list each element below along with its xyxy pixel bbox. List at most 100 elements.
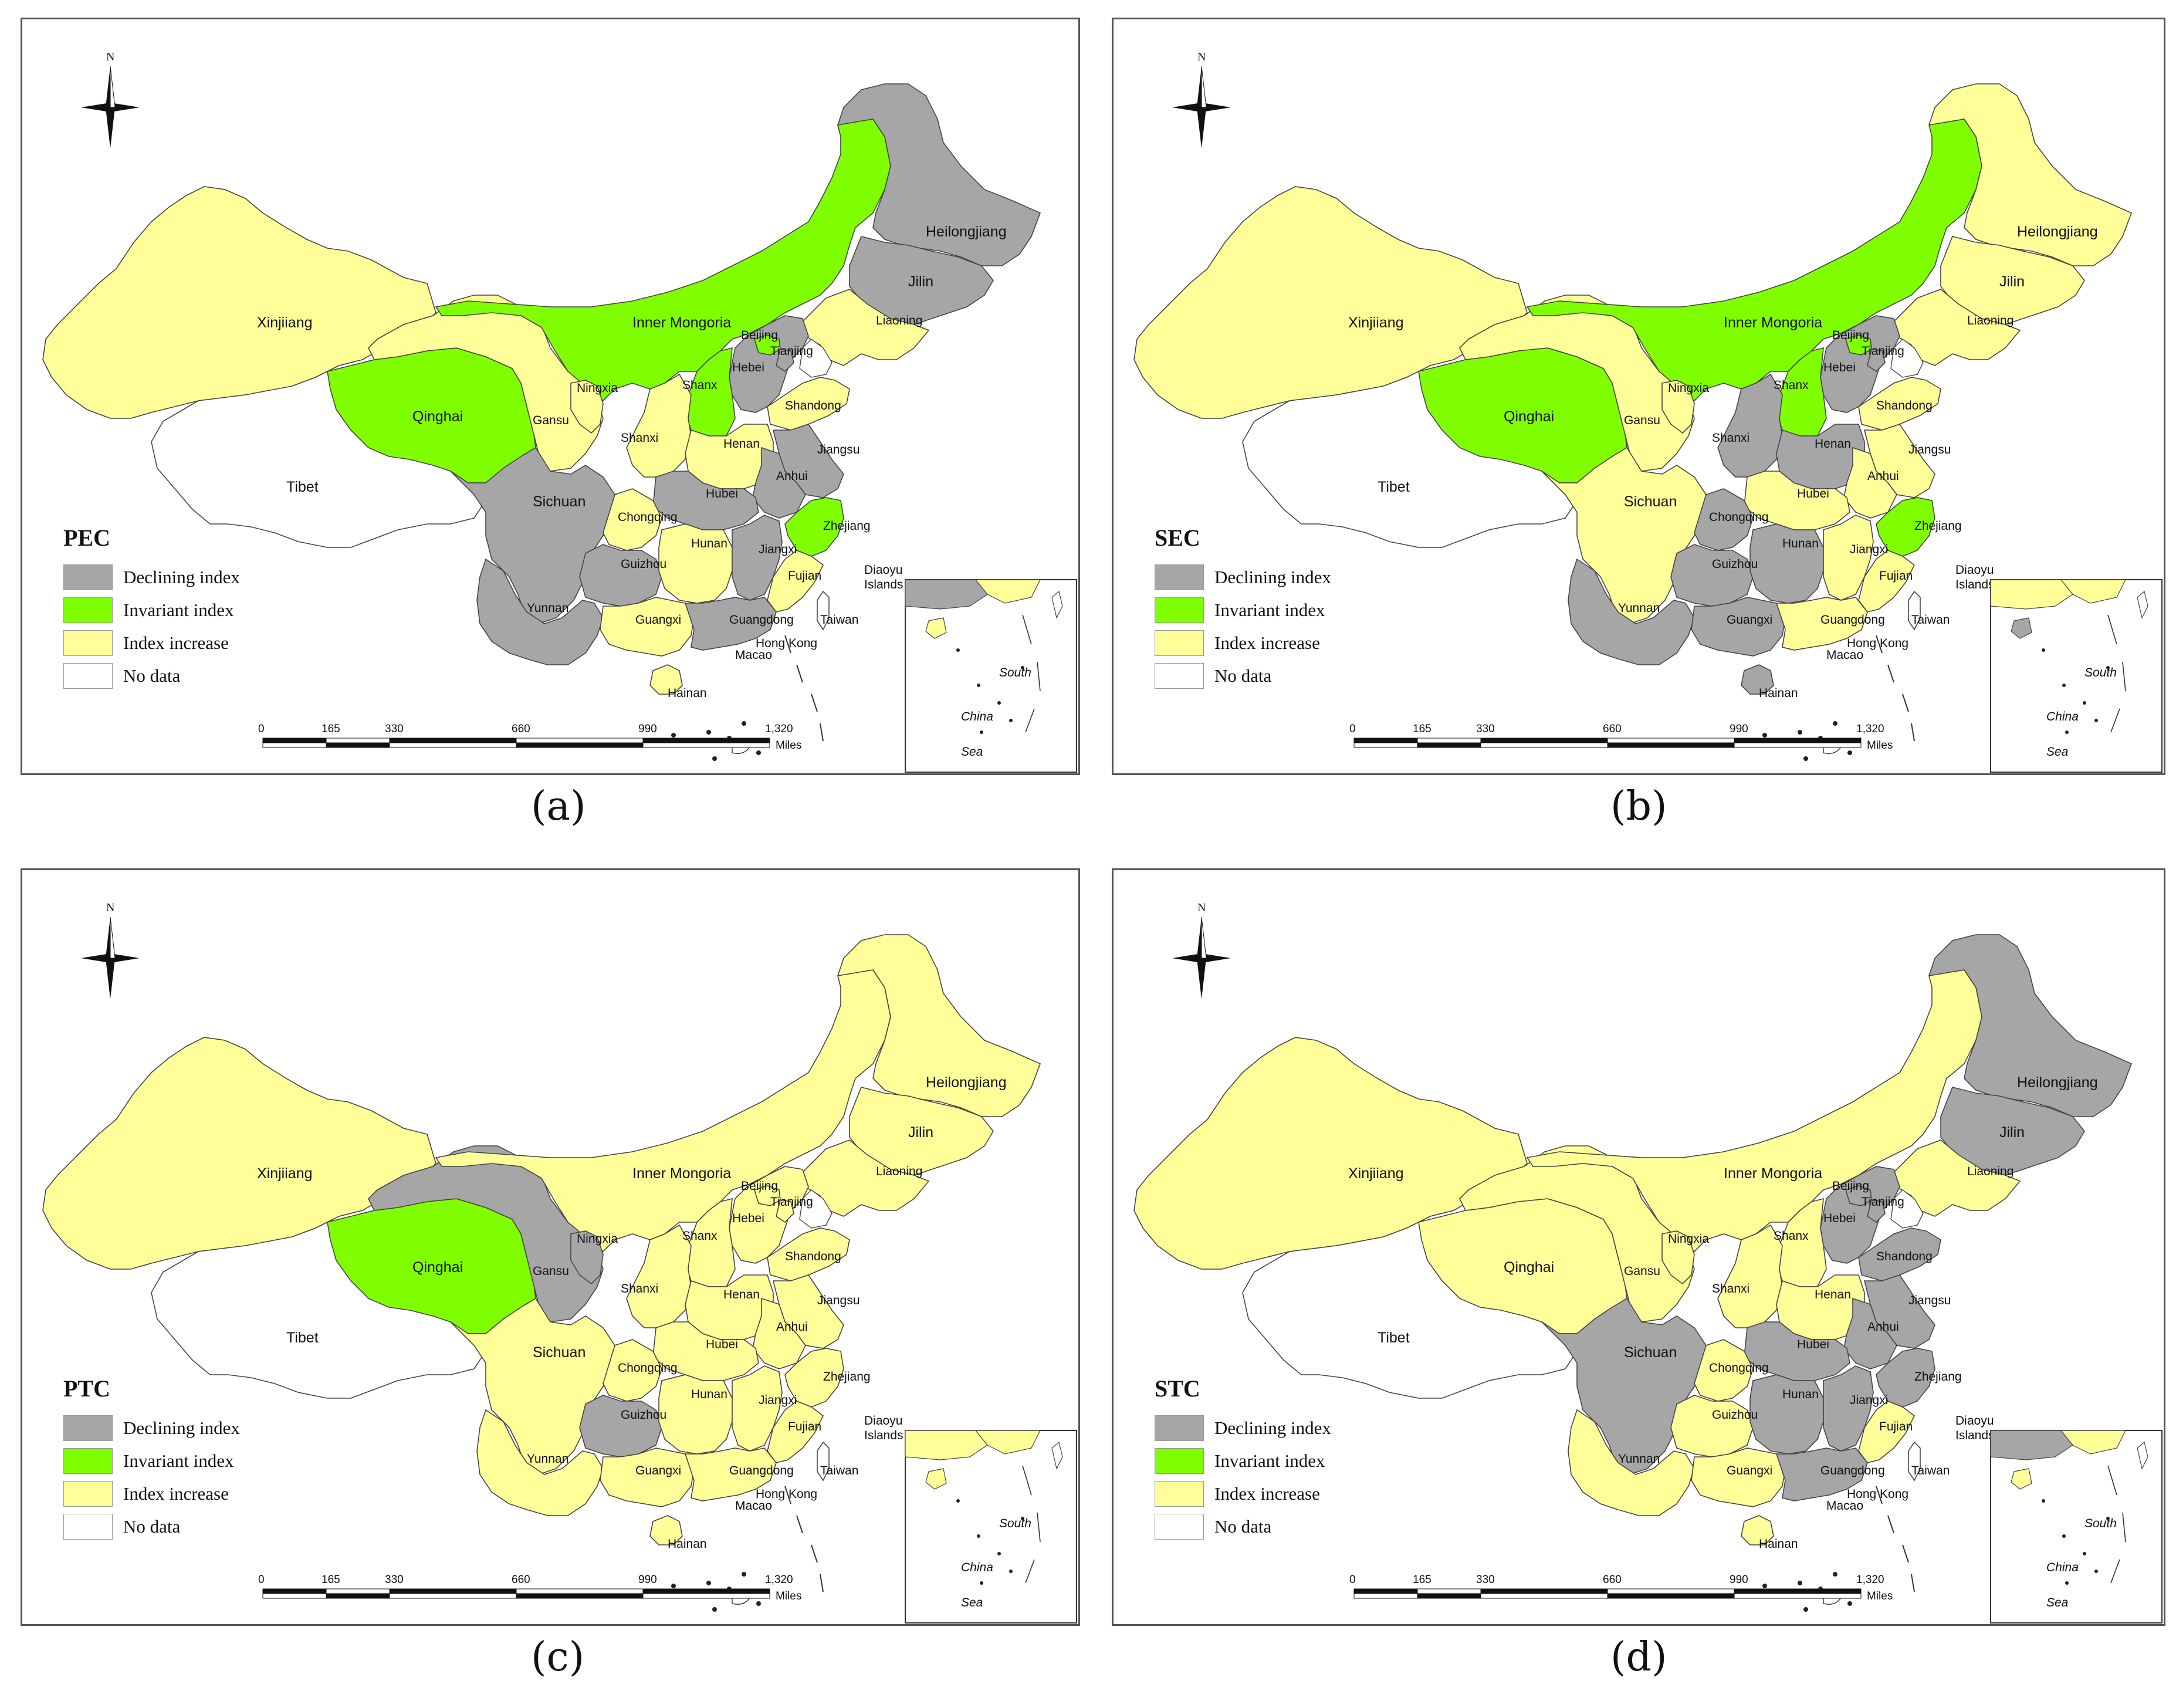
label-gansu: Gansu xyxy=(533,1264,569,1278)
province-ningxia xyxy=(570,380,604,434)
province-hainan xyxy=(1741,664,1774,695)
province-guizhou xyxy=(1670,1395,1754,1457)
island-dot xyxy=(1762,733,1767,738)
label-diaoyu2: Islands xyxy=(864,1429,903,1442)
legend-item-invariant: Invariant index xyxy=(1155,594,1331,627)
label-beijing: Beijing xyxy=(1832,1179,1869,1193)
province-tianjing xyxy=(1867,1199,1886,1223)
province-tianjing xyxy=(1867,349,1886,373)
label-taiwan: Taiwan xyxy=(1911,1464,1950,1477)
island-dot xyxy=(706,1581,711,1585)
label-shandong: Shandong xyxy=(1876,399,1933,412)
label-hebei: Hebei xyxy=(1823,1212,1856,1225)
legend: STC Declining index Invariant index Index i… xyxy=(1155,1375,1331,1543)
island-dot xyxy=(671,1584,676,1588)
label-zhejiang: Zhejiang xyxy=(823,1370,871,1384)
scale-tick: 330 xyxy=(385,723,404,735)
legend-item-increase: Index increase xyxy=(1155,1477,1331,1510)
label-xinjiang: Xinjiiang xyxy=(257,314,313,331)
province-zhejiang xyxy=(1876,497,1935,557)
legend-label: No data xyxy=(123,665,181,686)
province-chongqing xyxy=(603,1339,662,1402)
north-arrow-icon xyxy=(1172,66,1231,148)
province-anhui xyxy=(1843,1297,1897,1369)
province-gansu xyxy=(368,1145,604,1323)
map-svg: Xinjiiang Tibet Qinghai Gansu Inner Mongoria… xyxy=(42,901,1077,1624)
province-hunan xyxy=(658,1374,733,1455)
label-tibet: Tibet xyxy=(286,1330,319,1346)
label-shanxi_w: Shanxi xyxy=(1712,1282,1749,1296)
legend-title: PTC xyxy=(63,1375,110,1402)
scale-unit: Miles xyxy=(776,1590,801,1602)
label-jiangsu: Jiangsu xyxy=(817,443,859,456)
label-beijing: Beijing xyxy=(741,1179,778,1193)
province-xinjiang xyxy=(42,186,436,419)
island-dot xyxy=(712,1607,717,1612)
island-dot xyxy=(742,1572,746,1577)
province-shandong xyxy=(1858,377,1941,431)
inset-sea-label: China xyxy=(2046,710,2079,723)
label-tibet: Tibet xyxy=(286,479,319,495)
label-inner_mongolia: Inner Mongoria xyxy=(632,1165,731,1182)
label-gansu: Gansu xyxy=(1624,414,1660,427)
island-dot xyxy=(756,1601,761,1606)
legend-item-invariant: Invariant index xyxy=(63,594,240,627)
label-diaoyu1: Diaoyu xyxy=(1955,1414,1994,1428)
province-yunnan xyxy=(1568,558,1695,665)
panel-caption: (d) xyxy=(1610,1634,1667,1680)
province-anhui xyxy=(752,1297,806,1369)
label-jiangsu: Jiangsu xyxy=(817,1294,859,1307)
legend-label: Invariant index xyxy=(123,600,234,620)
north-arrow-icon xyxy=(81,66,140,148)
label-liaoning: Liaoning xyxy=(1967,1165,2013,1178)
inset-sea-label: China xyxy=(961,1561,993,1574)
label-shanxi_w: Shanxi xyxy=(621,431,658,445)
province-guangdong xyxy=(684,1447,777,1501)
island-dot xyxy=(1847,1601,1852,1606)
label-guangxi: Guangxi xyxy=(1727,613,1772,627)
legend-label: Declining index xyxy=(1214,567,1331,587)
province-guizhou xyxy=(579,1395,662,1457)
label-anhui: Anhui xyxy=(776,1320,808,1334)
label-shanxi_e: Shanx xyxy=(1774,1229,1809,1243)
province-hainan xyxy=(1741,1515,1774,1545)
scale-unit: Miles xyxy=(1867,739,1893,752)
province-ningxia xyxy=(1661,380,1695,434)
legend-label: No data xyxy=(1214,1516,1272,1537)
legend: PTC Declining index Invariant index Index i… xyxy=(63,1375,240,1543)
province-hunan xyxy=(1749,1374,1824,1455)
island-dot xyxy=(1803,756,1808,761)
province-guangdong xyxy=(1775,597,1868,651)
province-heilongjiang xyxy=(1928,934,2133,1117)
label-henan: Henan xyxy=(723,1288,760,1301)
legend-label: No data xyxy=(123,1516,181,1537)
scale-tick: 990 xyxy=(1730,1574,1748,1586)
label-macao: Macao xyxy=(735,648,772,662)
label-diaoyu1: Diaoyu xyxy=(864,563,902,577)
legend-label: Index increase xyxy=(1214,633,1320,653)
label-chongqing: Chongqing xyxy=(618,510,678,524)
legend-label: No data xyxy=(1214,665,1272,686)
legend-swatch xyxy=(63,1448,113,1474)
label-yunnan: Yunnan xyxy=(527,1452,568,1466)
province-gansu xyxy=(1459,295,1695,472)
label-ningxia: Ningxia xyxy=(1668,1232,1709,1246)
scale-tick: 0 xyxy=(1349,1574,1356,1586)
inset-map xyxy=(905,579,1077,773)
scale-tick: 0 xyxy=(1349,723,1356,735)
legend-item-nodata: No data xyxy=(1155,1510,1331,1543)
label-diaoyu2: Islands xyxy=(1955,578,1995,591)
province-chongqing xyxy=(603,488,662,551)
label-yunnan: Yunnan xyxy=(1618,601,1660,615)
province-guangxi xyxy=(600,1447,695,1507)
label-xinjiang: Xinjiiang xyxy=(1348,1165,1404,1182)
province-tianjing xyxy=(776,1199,794,1223)
label-anhui: Anhui xyxy=(1867,469,1899,483)
province-hainan xyxy=(649,1515,683,1545)
label-zhejiang: Zhejiang xyxy=(823,519,871,533)
label-hainan: Hainan xyxy=(668,686,707,700)
province-zhejiang xyxy=(784,1348,844,1408)
label-jiangsu: Jiangsu xyxy=(1908,443,1951,456)
inset-sea-label: South xyxy=(2084,666,2117,679)
legend-item-declining: Declining index xyxy=(1155,561,1331,594)
